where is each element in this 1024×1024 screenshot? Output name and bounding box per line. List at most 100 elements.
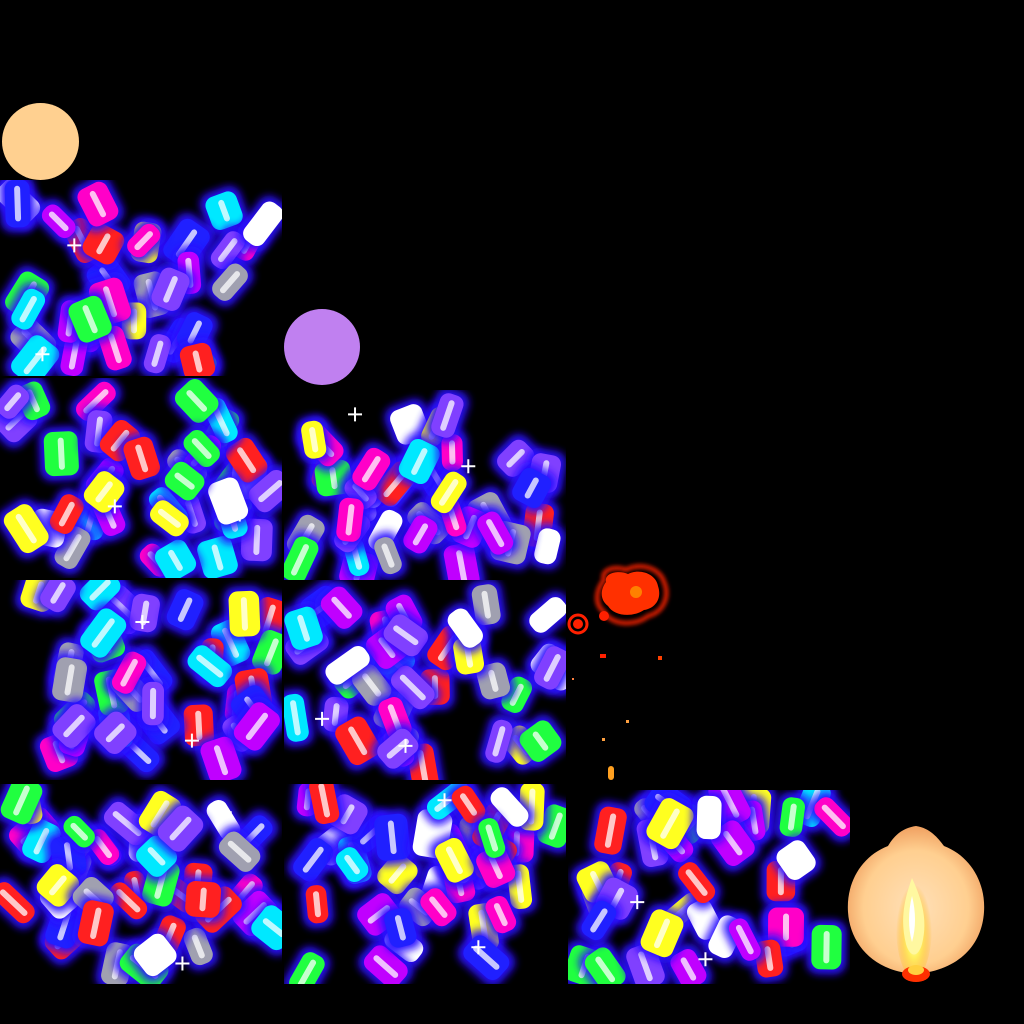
candy-piece [0, 378, 35, 425]
candy-piece [588, 801, 633, 860]
candy-piece [57, 810, 101, 854]
candy-cluster-icon [284, 390, 566, 580]
candy-piece [88, 705, 143, 760]
sparkle-icon [698, 952, 713, 967]
candy-piece [284, 688, 315, 748]
candy-cluster-icon [284, 580, 566, 780]
candy-piece [300, 879, 334, 929]
candy-piece [371, 722, 425, 775]
candy-piece [479, 714, 518, 769]
candy-piece [634, 903, 690, 963]
candy-piece [103, 876, 153, 926]
candy-piece [385, 659, 441, 716]
candy-piece [672, 856, 721, 909]
candy-piece [117, 431, 166, 486]
candy-piece [806, 919, 847, 975]
candy-piece [36, 198, 82, 244]
candy-piece [199, 185, 249, 236]
sparkle-icon [67, 238, 82, 253]
candy-piece [513, 714, 566, 768]
candy-piece [44, 488, 90, 540]
candy-piece [161, 583, 210, 636]
candy-piece [5, 283, 51, 336]
candy-piece [202, 471, 254, 531]
candy-piece [220, 432, 274, 489]
candy-piece [145, 262, 196, 317]
candy-piece [330, 841, 375, 888]
lavender-orb-sprite [284, 309, 360, 385]
candy-piece [441, 602, 489, 654]
candy-piece [206, 257, 254, 307]
candy-piece [358, 939, 414, 984]
candy-piece [484, 784, 535, 833]
candy-frame-7 [284, 784, 566, 984]
candy-piece [128, 927, 183, 982]
sparkle-icon [437, 793, 452, 808]
candy-piece [121, 218, 167, 264]
sparkle-icon [184, 733, 199, 748]
candy-piece [98, 796, 157, 852]
candy-frame-6 [0, 784, 282, 984]
candy-piece [368, 808, 416, 867]
candy-piece [378, 902, 422, 954]
candy-piece [284, 601, 329, 656]
candy-piece [303, 784, 345, 830]
candy-piece [331, 492, 369, 548]
candy-piece [174, 337, 221, 376]
red-splat-sprite [567, 564, 669, 780]
candy-frame-1 [0, 180, 282, 376]
sparkle-icon [630, 895, 645, 910]
candy-piece [72, 894, 120, 952]
candy-piece [479, 890, 522, 939]
candy-piece [774, 792, 811, 843]
candy-piece [523, 591, 566, 639]
sparkle-icon [315, 711, 330, 726]
candy-piece [149, 533, 202, 578]
peach-orb-sprite [2, 103, 79, 180]
candy-piece [136, 676, 170, 731]
sparkle-icon [348, 407, 363, 422]
candy-piece [808, 791, 850, 843]
sparkle-icon [398, 738, 413, 753]
candy-piece [213, 825, 267, 878]
candy-piece [0, 876, 41, 930]
candy-piece [377, 608, 434, 663]
candy-frame-3 [284, 390, 566, 580]
candy-cluster-icon [0, 378, 282, 578]
candy-piece [169, 378, 225, 429]
candy-piece [158, 455, 211, 507]
sparkle-icon [461, 459, 476, 474]
candy-piece [38, 426, 84, 482]
candy-piece [429, 832, 480, 889]
candy-piece [397, 509, 444, 560]
candy-piece [319, 640, 376, 691]
candy-cluster-icon [284, 784, 566, 984]
candy-frame-2 [0, 378, 282, 578]
candy-piece [472, 812, 511, 864]
candy-piece [506, 462, 557, 514]
candy-piece [414, 882, 463, 933]
lemon-flame-sprite [847, 826, 985, 982]
candy-piece [528, 640, 566, 696]
candy-piece [5, 329, 66, 376]
candy-piece [144, 494, 195, 543]
candy-frame-8 [568, 790, 850, 984]
candy-piece [242, 464, 282, 519]
candy-cluster-icon [0, 784, 282, 984]
candy-piece [0, 784, 48, 830]
candy-piece [346, 442, 397, 497]
candy-cluster-icon [14, 580, 282, 780]
candy-piece [46, 651, 93, 708]
candy-piece [314, 580, 369, 635]
candy-piece [284, 530, 325, 580]
candy-piece [0, 180, 36, 233]
sparkle-icon [232, 507, 247, 522]
candy-piece [179, 875, 227, 923]
candy-piece [0, 498, 55, 559]
candy-piece [138, 328, 177, 376]
candy-piece [73, 580, 127, 617]
candy-piece [181, 639, 238, 693]
candy-piece [393, 433, 446, 490]
candy-piece [640, 792, 700, 855]
candy-piece [46, 698, 102, 754]
